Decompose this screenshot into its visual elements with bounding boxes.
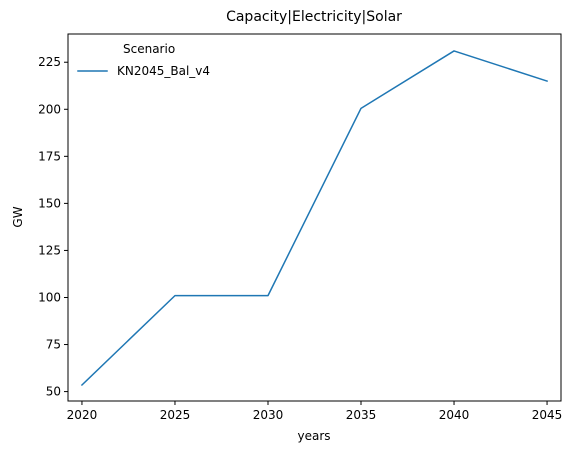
x-tick-label: 2020 [67, 408, 98, 422]
y-tick-label: 75 [46, 338, 61, 352]
series-layer [80, 50, 548, 387]
x-axis: 2020 2025 2030 2035 2040 2045 [67, 401, 563, 422]
plot-frame [67, 33, 562, 402]
y-tick-label: 100 [38, 290, 61, 304]
y-tick-label: 50 [46, 385, 61, 399]
y-tick-label: 150 [38, 196, 61, 210]
y-tick-label: 225 [38, 55, 61, 69]
x-axis-label: years [297, 429, 330, 443]
y-tick-label: 200 [38, 102, 61, 116]
plot-area [67, 33, 562, 402]
y-tick-label: 125 [38, 243, 61, 257]
y-tick-label: 175 [38, 149, 61, 163]
x-tick-label: 2040 [439, 408, 470, 422]
legend-entry: KN2045_Bal_v4 [117, 64, 210, 78]
y-axis: 50 75 100 125 150 175 200 225 [38, 55, 68, 399]
legend-title: Scenario [123, 42, 175, 56]
y-axis-label: GW [11, 206, 25, 227]
x-tick-label: 2045 [532, 408, 563, 422]
x-tick-label: 2025 [160, 408, 191, 422]
x-tick-label: 2035 [346, 408, 377, 422]
x-tick-label: 2030 [253, 408, 284, 422]
series-line [80, 50, 548, 387]
legend: Scenario KN2045_Bal_v4 [77, 42, 210, 78]
chart-title: Capacity|Electricity|Solar [226, 9, 402, 25]
